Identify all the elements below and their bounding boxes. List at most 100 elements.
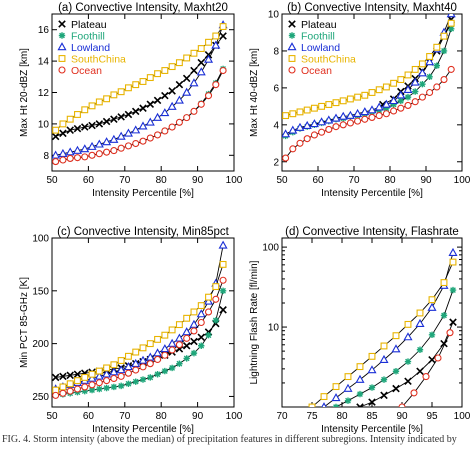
data-point <box>398 403 406 407</box>
data-point <box>183 334 191 342</box>
data-point <box>205 38 212 46</box>
x-tick-label: 100 <box>454 411 471 422</box>
legend-label: Ocean <box>71 65 102 77</box>
data-point <box>117 144 125 152</box>
x-tick-label: 80 <box>384 175 396 186</box>
data-point <box>174 333 184 342</box>
x-tick-label: 100 <box>226 411 243 422</box>
legend-label: SouthChina <box>301 54 356 66</box>
chart-title: (b) Convective Intensity, Maxht40 <box>287 2 457 14</box>
data-point <box>131 107 140 116</box>
data-point <box>161 67 169 74</box>
data-point <box>197 45 205 52</box>
data-point <box>433 43 441 51</box>
data-point <box>88 121 96 130</box>
data-point <box>65 147 75 156</box>
data-point <box>87 373 97 382</box>
data-point <box>310 104 318 112</box>
data-point <box>446 14 456 18</box>
data-point <box>145 352 155 361</box>
data-point <box>117 113 125 121</box>
x-tick-label: 100 <box>226 175 243 186</box>
data-point <box>132 366 140 374</box>
panel-1: (b) Convective Intensity, Maxht40 50 60 70 8… <box>249 2 471 199</box>
data-point <box>103 148 111 156</box>
data-point <box>295 122 305 131</box>
data-point <box>139 363 147 371</box>
data-point <box>167 101 177 110</box>
data-point <box>320 393 328 401</box>
data-point <box>96 385 103 393</box>
data-point <box>440 312 448 319</box>
plot-frame <box>281 13 463 172</box>
data-point <box>197 333 206 342</box>
y-axis-label: Max Ht 20-dBZ [km] <box>19 48 30 137</box>
y-tick-label: 200 <box>32 339 49 350</box>
data-point <box>383 105 390 112</box>
data-point <box>81 153 89 161</box>
data-point <box>404 377 412 386</box>
x-tick-label: 60 <box>83 411 95 422</box>
y-tick-label: 8 <box>43 151 49 162</box>
data-point <box>182 74 191 83</box>
data-point <box>367 105 377 114</box>
data-point <box>212 32 220 40</box>
data-point <box>190 337 198 346</box>
y-tick-label: 100 <box>262 243 279 254</box>
data-point <box>288 66 296 74</box>
data-point <box>426 73 433 80</box>
data-point <box>190 327 198 335</box>
data-point <box>59 389 67 397</box>
data-point <box>154 70 162 78</box>
data-point <box>175 118 183 126</box>
data-point <box>197 58 206 67</box>
data-point <box>131 358 141 367</box>
data-point <box>161 351 169 359</box>
data-point <box>417 68 427 77</box>
data-point <box>296 139 304 147</box>
data-point <box>296 108 304 116</box>
series-group <box>52 20 228 166</box>
panel-0: (a) Convective Intensity, Maxht20 50 60 70 8… <box>19 2 243 199</box>
data-point <box>58 148 68 157</box>
data-point <box>368 89 376 96</box>
data-point <box>168 326 176 334</box>
data-point <box>318 128 326 136</box>
data-point <box>354 93 362 101</box>
x-tick-label: 90 <box>420 175 432 186</box>
data-point <box>211 40 221 49</box>
data-point <box>168 123 176 131</box>
data-point <box>332 99 340 107</box>
x-axis-label: Intensity Percentile [%] <box>92 188 194 199</box>
data-point <box>212 295 220 303</box>
data-point <box>345 110 355 119</box>
data-point <box>110 383 118 391</box>
data-point <box>219 23 227 31</box>
data-point <box>175 341 183 349</box>
data-point <box>81 373 89 381</box>
data-point <box>117 88 125 96</box>
data-point <box>95 379 103 387</box>
data-point <box>375 86 383 94</box>
data-point <box>190 308 198 316</box>
data-point <box>440 76 448 84</box>
legend-label: Lowland <box>71 42 110 54</box>
data-point <box>219 66 227 75</box>
data-point <box>411 98 419 106</box>
data-point <box>124 142 132 150</box>
x-tick-label: 70 <box>276 411 288 422</box>
data-point <box>219 287 227 295</box>
data-point <box>81 106 89 114</box>
data-point <box>146 340 154 348</box>
data-point <box>161 127 169 135</box>
data-point <box>218 240 228 249</box>
data-point <box>219 276 227 284</box>
data-point <box>88 151 96 159</box>
data-point <box>440 32 448 40</box>
data-point <box>355 374 365 383</box>
x-tick-label: 70 <box>119 175 131 186</box>
x-tick-label: 60 <box>312 175 324 186</box>
x-tick-label: 95 <box>426 411 438 422</box>
data-point <box>356 363 364 371</box>
series-group <box>52 240 228 399</box>
